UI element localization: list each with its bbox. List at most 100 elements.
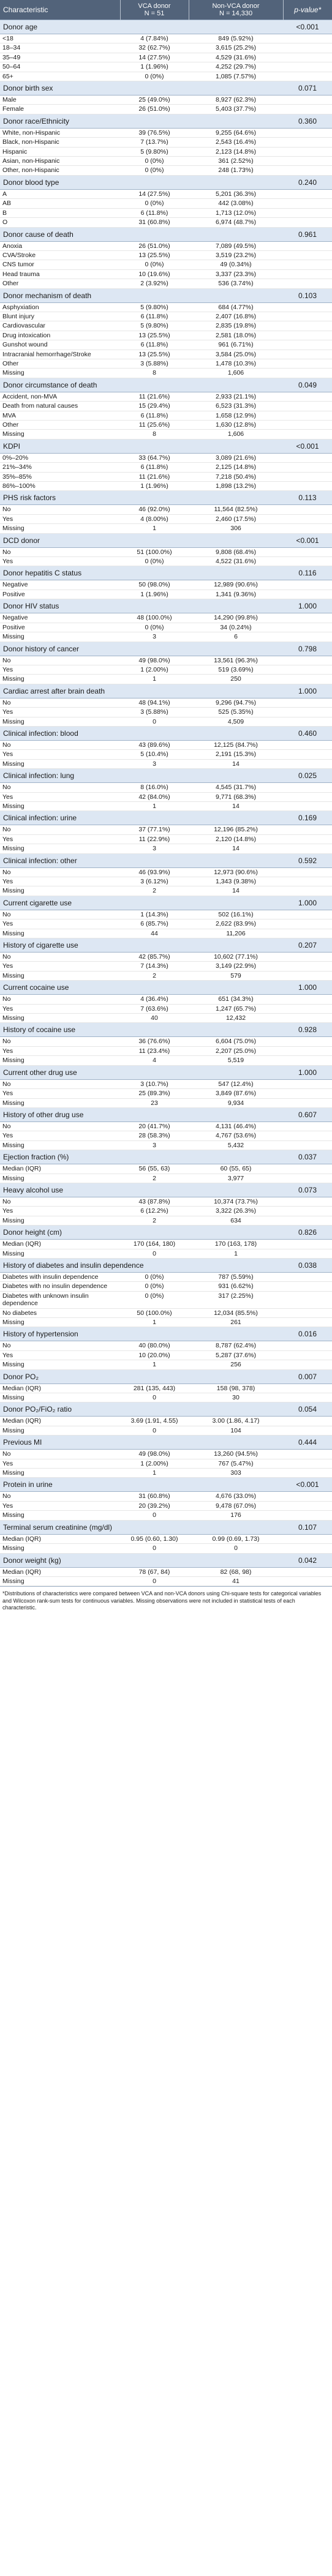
row-non-vca-value: 849 (5.92%) (189, 34, 283, 44)
row-vca-value: 2 (3.92%) (120, 279, 189, 289)
table-row: Hispanic 5 (9.80%) 2,123 (14.8%) (0, 147, 332, 157)
row-label: Missing (0, 886, 120, 896)
row-label: B (0, 208, 120, 219)
table-row: Yes 6 (85.7%) 2,622 (83.9%) (0, 919, 332, 929)
section-title: Current cocaine use (0, 980, 283, 995)
row-vca-value: 0.95 (0.60, 1.30) (120, 1534, 189, 1544)
table-row: 21%–34% 6 (11.8%) 2,125 (14.8%) (0, 462, 332, 473)
row-p-value-empty (283, 698, 332, 708)
section-row: Donor mechanism of death 0.103 (0, 288, 332, 303)
section-title: Clinical infection: blood (0, 725, 283, 741)
row-label: Median (IQR) (0, 1534, 120, 1544)
table-row: Missing 0 41 (0, 1576, 332, 1587)
row-vca-value: 51 (100.0%) (120, 547, 189, 558)
row-p-value-empty (283, 1459, 332, 1469)
row-vca-value: 49 (98.0%) (120, 656, 189, 665)
row-vca-value: 6 (11.8%) (120, 411, 189, 421)
row-label: No (0, 910, 120, 920)
table-row: Diabetes with no insulin dependence 0 (0%… (0, 1281, 332, 1292)
row-label: Asian, non-Hispanic (0, 156, 120, 167)
row-p-value-empty (283, 1088, 332, 1099)
section-title: Current other drug use (0, 1065, 283, 1080)
row-label: Yes (0, 877, 120, 887)
row-non-vca-value: 170 (163, 178) (189, 1239, 283, 1249)
row-p-value-empty (283, 994, 332, 1005)
row-non-vca-value: 0 (189, 1543, 283, 1554)
section-title: Donor HIV status (0, 599, 283, 614)
row-p-value-empty (283, 104, 332, 114)
section-p-value: 0.025 (283, 768, 332, 784)
section-title: Donor height (cm) (0, 1225, 283, 1240)
section-title: Terminal serum creatinine (mg/dl) (0, 1519, 283, 1535)
row-vca-value: 5 (9.80%) (120, 321, 189, 331)
row-p-value-empty (283, 321, 332, 331)
row-label: 0%–20% (0, 453, 120, 463)
row-non-vca-value: 11,206 (189, 929, 283, 939)
table-row: Yes 42 (84.0%) 9,771 (68.3%) (0, 792, 332, 802)
row-vca-value: 1 (120, 801, 189, 812)
row-vca-value: 40 (80.0%) (120, 1341, 189, 1351)
table-row: Asian, non-Hispanic 0 (0%) 361 (2.52%) (0, 156, 332, 167)
row-vca-value: 4 (36.4%) (120, 994, 189, 1005)
header-vca-n: N = 51 (144, 10, 165, 17)
row-label: Cardiovascular (0, 321, 120, 331)
section-p-value: 0.116 (283, 566, 332, 581)
section-title: Donor birth sex (0, 81, 283, 96)
row-vca-value: 3 (120, 632, 189, 642)
row-label: Other, non-Hispanic (0, 165, 120, 176)
row-p-value-empty (283, 392, 332, 402)
section-title: Ejection fraction (%) (0, 1150, 283, 1165)
table-row: White, non-Hispanic 39 (76.5%) 9,255 (64.6… (0, 128, 332, 138)
row-label: CNS tumor (0, 260, 120, 270)
table-row: No 1 (14.3%) 502 (16.1%) (0, 910, 332, 920)
row-p-value-empty (283, 312, 332, 322)
table-row: No 40 (80.0%) 8,787 (62.4%) (0, 1341, 332, 1351)
row-label: Anoxia (0, 241, 120, 251)
section-p-value: 0.928 (283, 1022, 332, 1038)
row-label: Hispanic (0, 147, 120, 157)
section-p-value: 0.054 (283, 1402, 332, 1417)
row-p-value-empty (283, 556, 332, 567)
table-row: Yes 1 (2.00%) 519 (3.69%) (0, 665, 332, 675)
row-label: Yes (0, 665, 120, 675)
row-non-vca-value: 5,403 (37.7%) (189, 104, 283, 114)
row-label: Missing (0, 717, 120, 727)
row-vca-value: 1 (2.00%) (120, 1459, 189, 1469)
row-label: No (0, 994, 120, 1005)
row-label: Other (0, 359, 120, 369)
row-label: Asphyxiation (0, 302, 120, 312)
section-row: Donor cause of death 0.961 (0, 227, 332, 242)
row-label: Positive (0, 590, 120, 600)
row-vca-value: 1 (1.96%) (120, 62, 189, 72)
row-label: No (0, 952, 120, 962)
row-label: A (0, 189, 120, 200)
row-label: Missing (0, 429, 120, 440)
row-vca-value: 46 (92.0%) (120, 504, 189, 515)
row-non-vca-value: 361 (2.52%) (189, 156, 283, 167)
row-p-value-empty (283, 1036, 332, 1047)
row-label: No (0, 782, 120, 793)
table-row: No 4 (36.4%) 651 (34.3%) (0, 994, 332, 1005)
table-row: Positive 0 (0%) 34 (0.24%) (0, 623, 332, 633)
row-non-vca-value: 248 (1.73%) (189, 165, 283, 176)
row-label: Death from natural causes (0, 401, 120, 411)
table-row: Other, non-Hispanic 0 (0%) 248 (1.73%) (0, 165, 332, 176)
row-vca-value: 281 (135, 443) (120, 1383, 189, 1394)
row-vca-value: 25 (89.3%) (120, 1088, 189, 1099)
row-non-vca-value: 261 (189, 1317, 283, 1328)
row-p-value-empty (283, 1272, 332, 1282)
row-vca-value: 13 (25.5%) (120, 331, 189, 341)
row-non-vca-value: 8,787 (62.4%) (189, 1341, 283, 1351)
row-p-value-empty (283, 340, 332, 350)
row-p-value-empty (283, 481, 332, 492)
header-vca-donor: VCA donor N = 51 (120, 0, 189, 20)
row-label: White, non-Hispanic (0, 128, 120, 138)
section-title: Protein in urine (0, 1477, 283, 1492)
row-p-value-empty (283, 1308, 332, 1319)
table-footnote: *Distributions of characteristics were c… (0, 1586, 332, 1614)
row-non-vca-value: 2,125 (14.8%) (189, 462, 283, 473)
row-non-vca-value: 4,252 (29.7%) (189, 62, 283, 72)
table-row: Missing 44 11,206 (0, 929, 332, 939)
row-vca-value: 3 (5.88%) (120, 707, 189, 717)
